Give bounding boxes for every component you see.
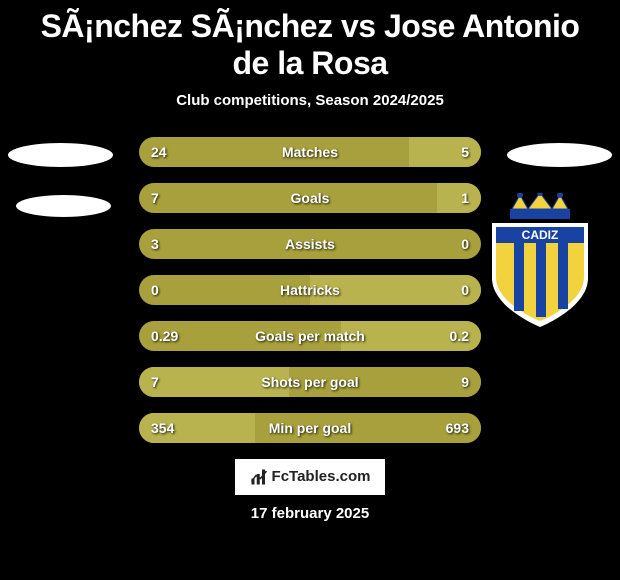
- crest-text: CADIZ: [522, 228, 559, 242]
- stat-bar: 7 Shots per goal 9: [139, 367, 481, 397]
- page-title: SÃ¡nchez SÃ¡nchez vs Jose Antonio de la …: [0, 0, 620, 86]
- stat-value-left: 24: [151, 144, 167, 160]
- left-placeholder-oval-1: [8, 143, 113, 167]
- site-logo-text: FcTables.com: [272, 468, 371, 485]
- stat-value-left: 354: [151, 420, 174, 436]
- stat-label: Hattricks: [280, 282, 340, 298]
- stat-bar: 0.29 Goals per match 0.2: [139, 321, 481, 351]
- stat-bars: 24 Matches 5 7 Goals 1 3 Assists 0 0 Hattricks 0 0.2…: [139, 137, 481, 443]
- stat-bar: 7 Goals 1: [139, 183, 481, 213]
- stat-bar: 354 Min per goal 693: [139, 413, 481, 443]
- stat-value-right: 1: [461, 190, 469, 206]
- stat-bar: 3 Assists 0: [139, 229, 481, 259]
- stat-value-left: 3: [151, 236, 159, 252]
- stat-value-right: 693: [446, 420, 469, 436]
- subtitle: Club competitions, Season 2024/2025: [0, 92, 620, 109]
- chart-icon: [250, 468, 268, 486]
- stat-label: Assists: [285, 236, 335, 252]
- left-placeholder-oval-2: [16, 195, 111, 217]
- stat-value-left: 7: [151, 190, 159, 206]
- team-crest-cadiz: CADIZ: [482, 193, 598, 329]
- stat-value-right: 0: [461, 282, 469, 298]
- stat-bar-right-fill: [409, 137, 481, 167]
- stat-label: Shots per goal: [261, 374, 358, 390]
- site-logo: FcTables.com: [235, 459, 385, 495]
- stat-label: Goals per match: [255, 328, 365, 344]
- stat-value-right: 9: [461, 374, 469, 390]
- stat-value-right: 0.2: [450, 328, 469, 344]
- stat-label: Matches: [282, 144, 338, 160]
- stat-value-left: 0.29: [151, 328, 178, 344]
- stat-value-right: 5: [461, 144, 469, 160]
- stat-value-left: 7: [151, 374, 159, 390]
- stat-value-left: 0: [151, 282, 159, 298]
- stat-bar-right-fill: [437, 183, 481, 213]
- stat-label: Min per goal: [269, 420, 351, 436]
- right-placeholder-oval: [507, 143, 612, 167]
- footer-date: 17 february 2025: [0, 505, 620, 522]
- stat-label: Goals: [291, 190, 330, 206]
- stat-bar: 0 Hattricks 0: [139, 275, 481, 305]
- comparison-content: CADIZ 24 Matches 5 7 Goals 1 3 Assists 0 0 Hattric…: [0, 137, 620, 443]
- stat-bar: 24 Matches 5: [139, 137, 481, 167]
- stat-value-right: 0: [461, 236, 469, 252]
